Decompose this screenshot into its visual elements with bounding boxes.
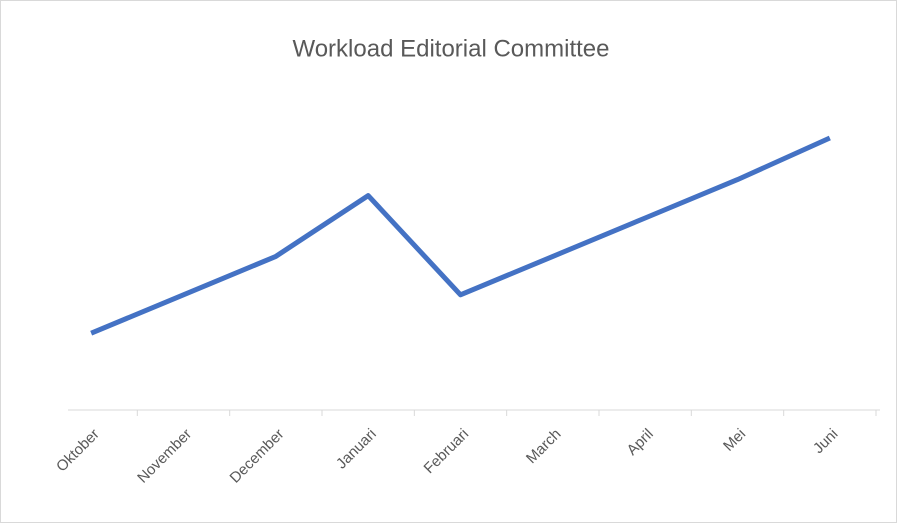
chart-title: Workload Editorial Committee xyxy=(292,35,609,62)
line-series xyxy=(90,135,831,336)
